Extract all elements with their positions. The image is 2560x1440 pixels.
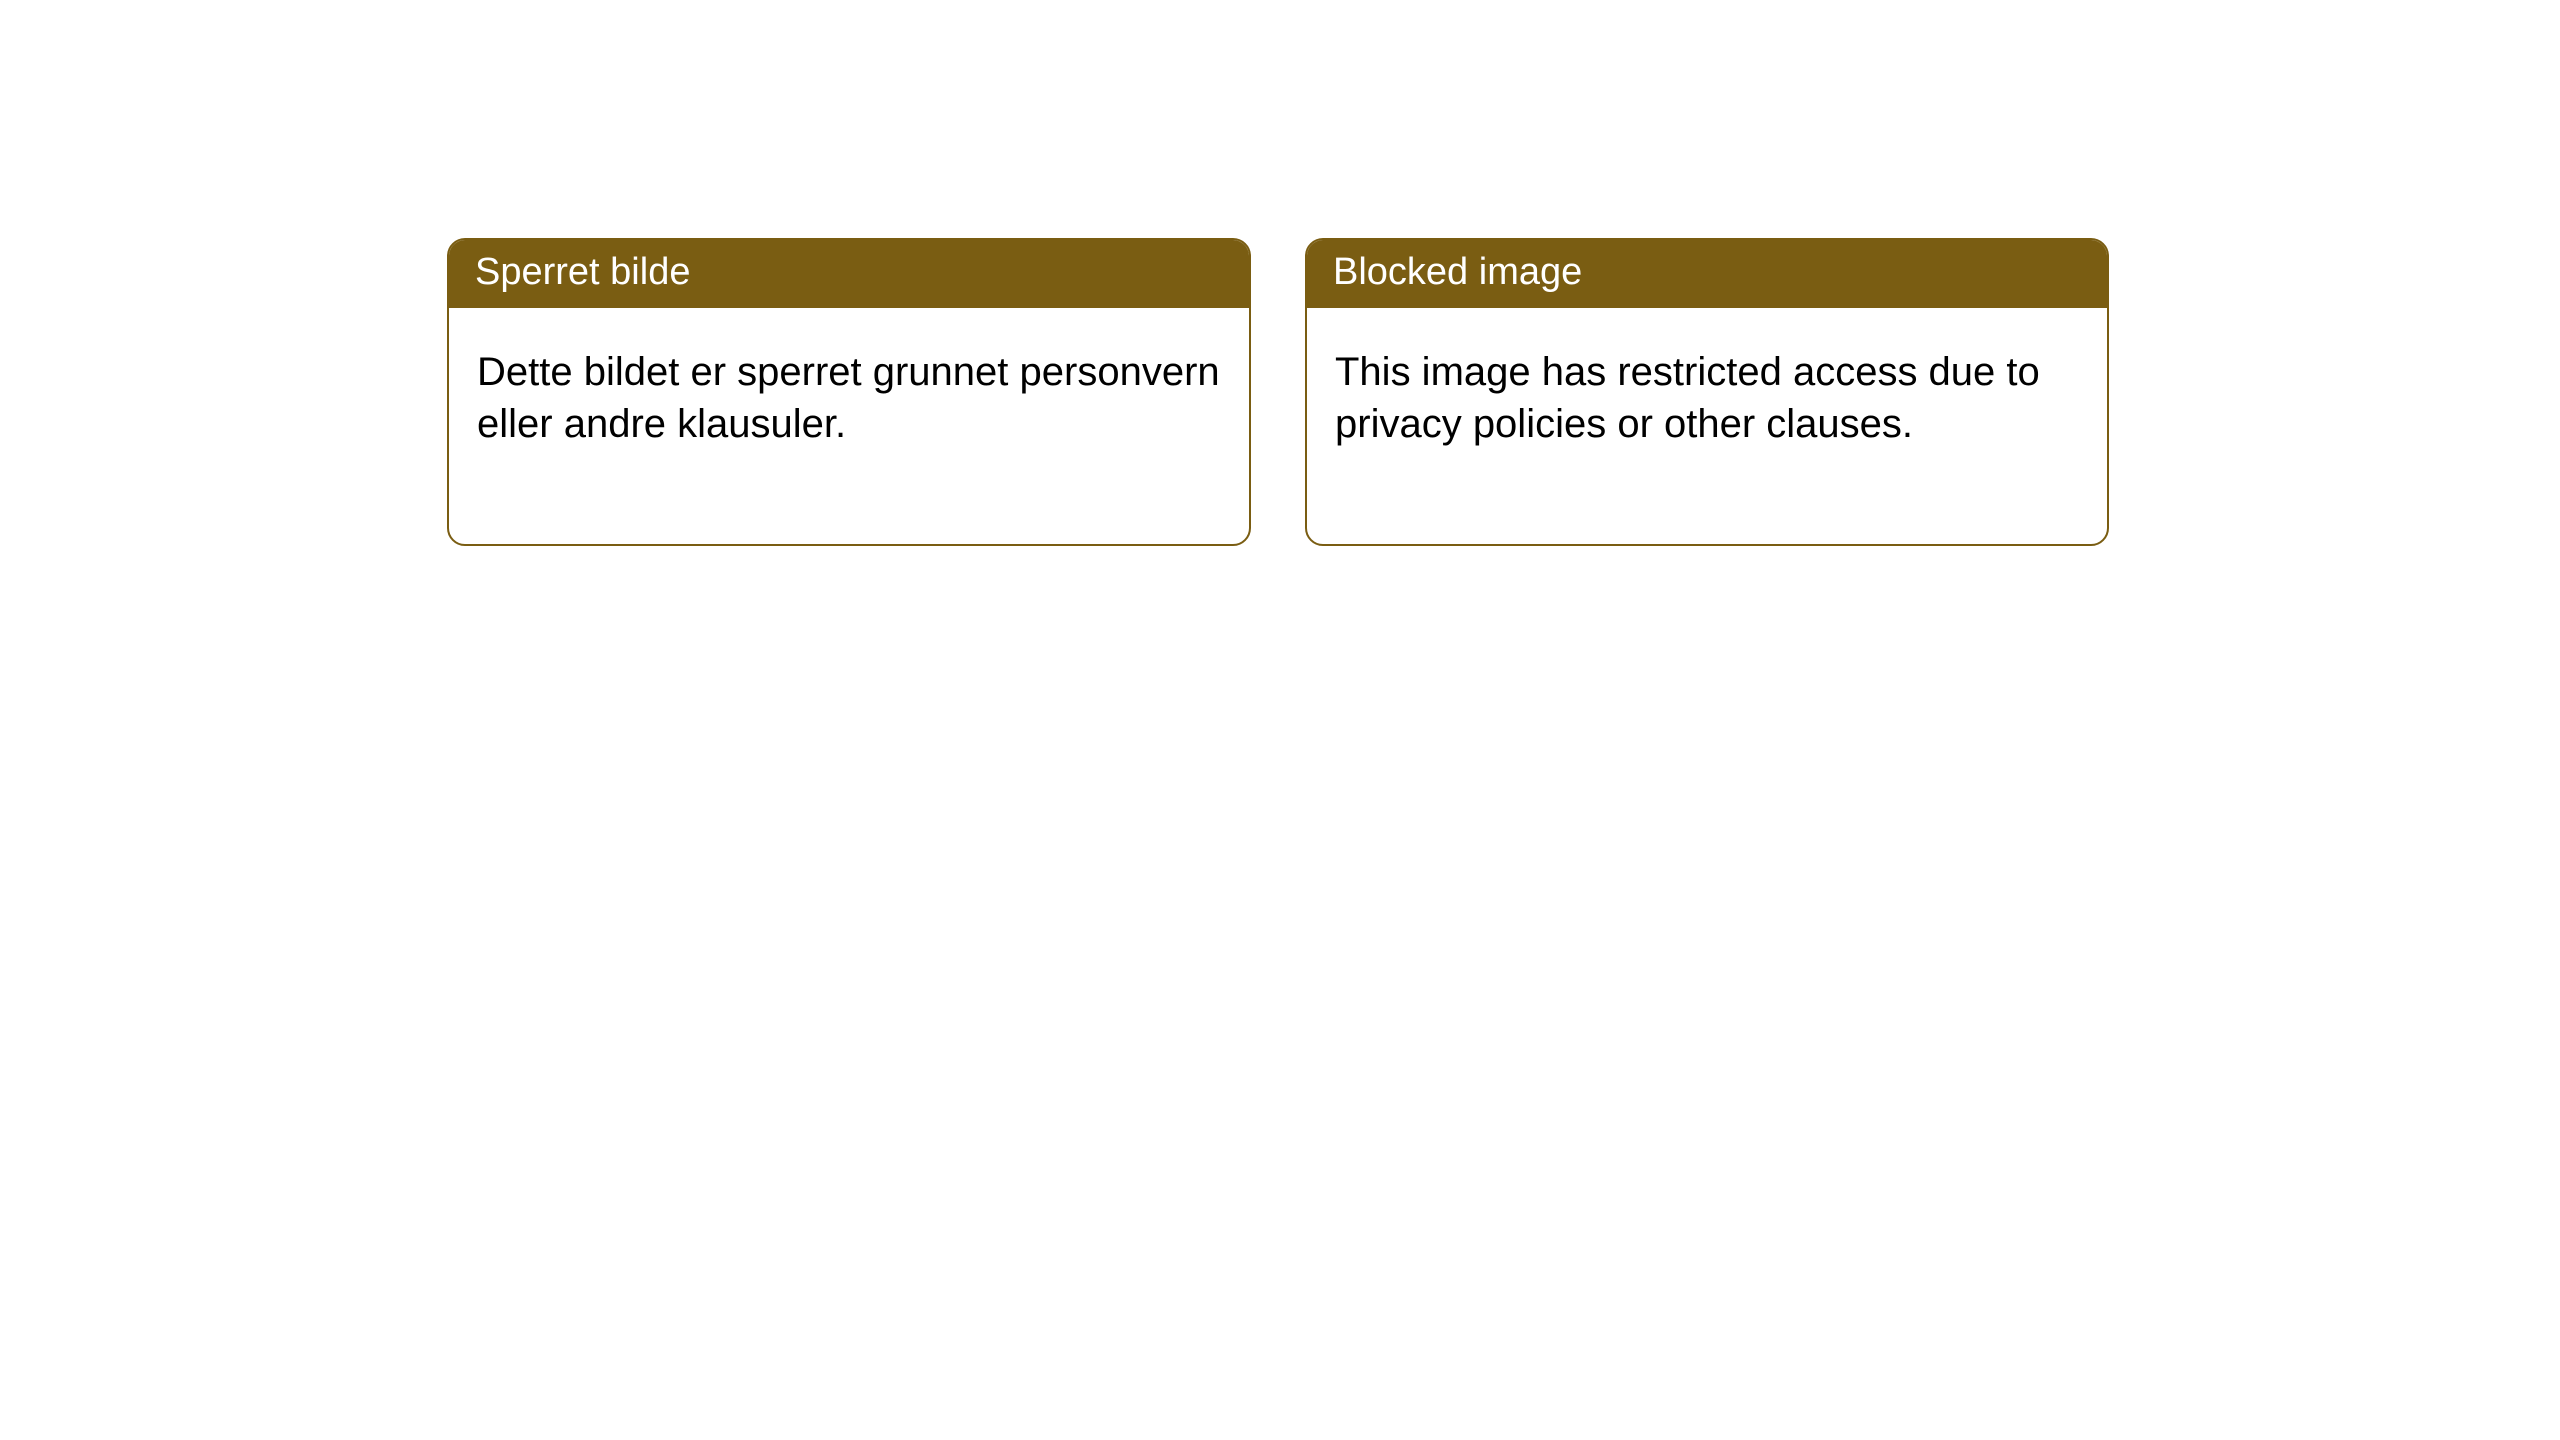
notice-body: This image has restricted access due to … — [1307, 308, 2107, 544]
notice-container: Sperret bilde Dette bildet er sperret gr… — [0, 0, 2560, 546]
notice-body: Dette bildet er sperret grunnet personve… — [449, 308, 1249, 544]
notice-title: Blocked image — [1333, 251, 1582, 293]
notice-card-norwegian: Sperret bilde Dette bildet er sperret gr… — [447, 238, 1251, 546]
notice-title: Sperret bilde — [475, 251, 690, 293]
notice-body-text: Dette bildet er sperret grunnet personve… — [477, 350, 1220, 446]
notice-header: Blocked image — [1307, 240, 2107, 308]
notice-body-text: This image has restricted access due to … — [1335, 350, 2040, 446]
notice-card-english: Blocked image This image has restricted … — [1305, 238, 2109, 546]
notice-header: Sperret bilde — [449, 240, 1249, 308]
